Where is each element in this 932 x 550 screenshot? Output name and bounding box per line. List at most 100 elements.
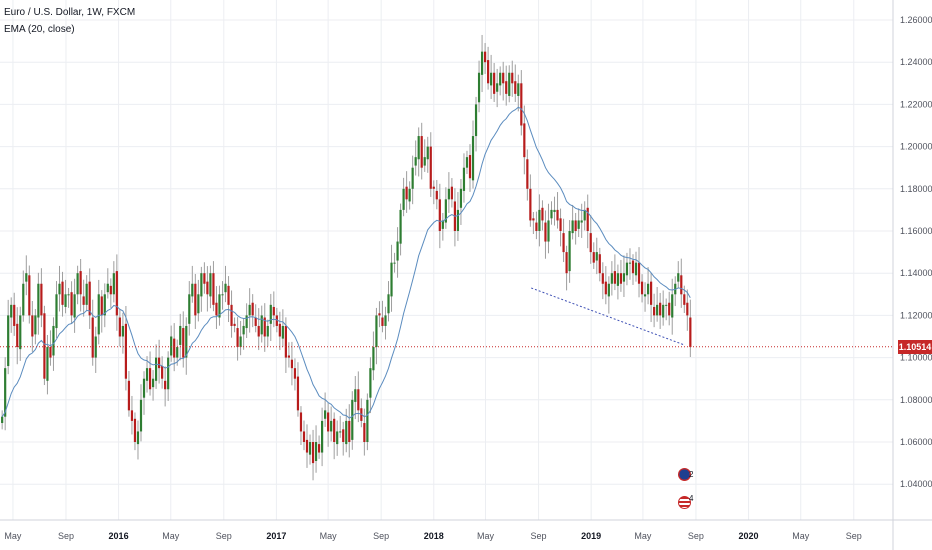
candle-body: [1, 416, 4, 424]
candle-body: [508, 72, 511, 96]
x-tick-label: 2016: [109, 531, 129, 541]
candle-body: [287, 355, 290, 358]
candle-body: [393, 262, 396, 264]
euro-flag-icon[interactable]: [678, 468, 691, 481]
candle-body: [414, 157, 417, 166]
x-tick-label: May: [477, 531, 495, 541]
x-tick-label: May: [4, 531, 22, 541]
candle-body: [520, 83, 523, 126]
candle-body: [161, 366, 164, 379]
candle-body: [239, 336, 242, 348]
candle-body: [227, 285, 230, 305]
candle-body: [574, 220, 577, 231]
candle-body: [505, 81, 508, 94]
candle-body: [245, 315, 248, 329]
candle-body: [167, 357, 170, 390]
y-tick-label: 1.16000: [900, 226, 932, 236]
candle-body: [308, 442, 312, 455]
y-tick-label: 1.22000: [900, 99, 932, 109]
candle-body: [480, 51, 484, 75]
candle-body: [483, 51, 487, 63]
chart-legend: Euro / U.S. Dollar, 1W, FXCM EMA (20, cl…: [4, 4, 135, 38]
candle-body: [58, 283, 61, 295]
candle-body: [37, 283, 40, 318]
candle-body: [133, 418, 137, 442]
y-tick-label: 1.24000: [900, 57, 932, 67]
candle-body: [604, 281, 607, 295]
candle-body: [218, 294, 221, 318]
candle-body: [272, 306, 275, 316]
event-count-us: 4: [689, 494, 694, 503]
candle-body: [327, 412, 330, 432]
candle-body: [568, 231, 571, 272]
candle-body: [511, 72, 514, 84]
candle-body: [197, 294, 200, 314]
candle-body: [646, 283, 650, 295]
candle-body: [278, 323, 281, 337]
candle-body: [553, 209, 556, 213]
candle-body: [215, 302, 218, 316]
candle-body: [130, 410, 134, 421]
candle-body: [61, 281, 64, 305]
candle-body: [22, 283, 25, 316]
candle-body: [643, 294, 647, 297]
candle-body: [100, 296, 103, 316]
candle-body: [336, 431, 339, 445]
candle-body: [242, 325, 245, 335]
y-tick-label: 1.14000: [900, 268, 932, 278]
candle-body: [538, 209, 541, 231]
candle-body: [188, 294, 191, 324]
candle-body: [589, 233, 592, 253]
candle-body: [468, 155, 472, 179]
candle-body: [577, 220, 580, 229]
candle-body: [381, 317, 384, 326]
candle-body: [586, 207, 589, 231]
candle-body: [206, 281, 209, 295]
candle-body: [517, 83, 520, 96]
candle-body: [121, 325, 124, 337]
candle-body: [541, 207, 544, 221]
candle-body: [351, 399, 354, 440]
candle-body: [671, 294, 674, 318]
ema-indicator-label[interactable]: EMA (20, close): [4, 24, 75, 35]
candle-body: [680, 275, 683, 295]
candle-body: [49, 347, 52, 358]
candle-body: [348, 420, 351, 442]
candle-body: [28, 275, 31, 316]
candle-body: [622, 273, 626, 282]
symbol-title[interactable]: Euro / U.S. Dollar, 1W, FXCM: [4, 7, 136, 18]
y-tick-label: 1.12000: [900, 310, 932, 320]
candle-body: [139, 399, 143, 432]
candle-body: [662, 304, 665, 318]
candle-body: [112, 273, 115, 295]
candle-body: [19, 315, 22, 350]
candle-body: [25, 273, 28, 282]
candle-body: [402, 188, 405, 210]
candle-body: [444, 199, 447, 223]
candle-body: [435, 190, 438, 200]
candle-body: [432, 186, 435, 189]
us-flag-icon[interactable]: [678, 496, 691, 509]
candle-body: [556, 209, 559, 221]
candle-body: [499, 72, 502, 86]
candle-body: [490, 72, 493, 86]
candle-body: [321, 420, 324, 453]
candle-body: [656, 304, 659, 316]
candle-body: [293, 368, 297, 379]
candle-body: [493, 72, 496, 94]
y-tick-label: 1.04000: [900, 479, 932, 489]
candle-body: [372, 347, 375, 371]
ema-line: [1, 106, 691, 419]
candle-body: [544, 222, 547, 242]
candle-body: [82, 296, 85, 305]
candle-body: [650, 281, 653, 305]
candle-body: [571, 220, 574, 234]
candle-body: [668, 302, 671, 316]
candle-body: [4, 368, 7, 417]
candle-body: [450, 186, 453, 200]
candle-body: [191, 283, 194, 297]
candle-body: [625, 262, 629, 276]
candle-body: [369, 368, 372, 398]
candle-body: [580, 220, 583, 223]
